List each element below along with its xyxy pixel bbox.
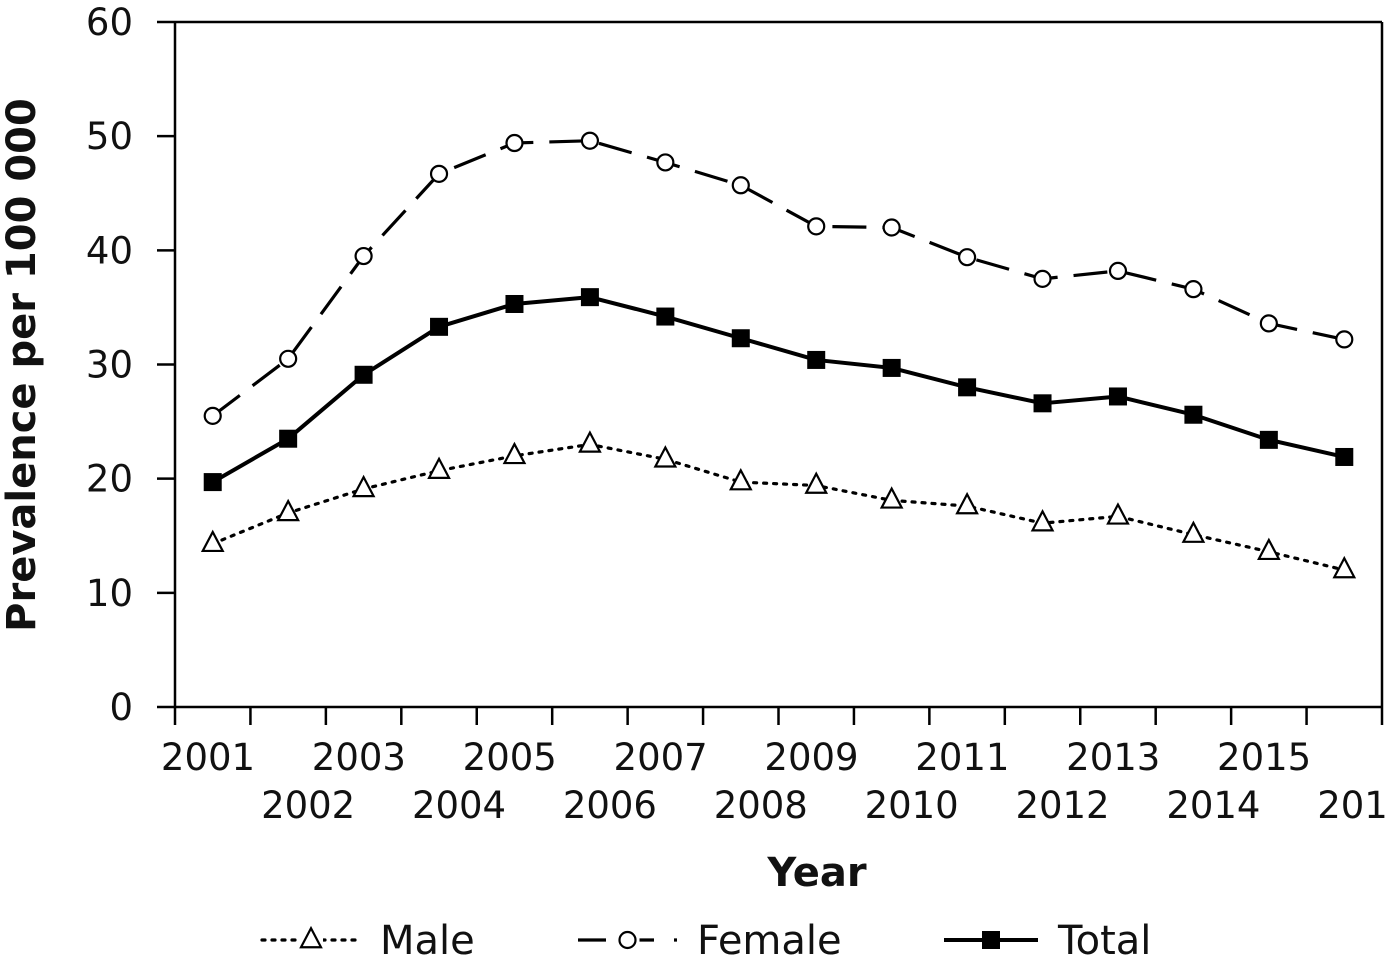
y-tick-label: 10 bbox=[86, 572, 133, 615]
male-point-triangle-marker bbox=[276, 498, 300, 522]
male-point-triangle-marker bbox=[653, 445, 678, 468]
legend-item-female: Female bbox=[578, 918, 842, 958]
total-point-square-marker bbox=[1184, 405, 1203, 424]
total-point-square-marker bbox=[203, 473, 222, 492]
total-point-square-marker bbox=[1033, 394, 1052, 413]
female-point-circle-marker bbox=[1259, 314, 1278, 333]
x-tick-label: 2011 bbox=[915, 736, 1009, 779]
total-point-square-marker bbox=[354, 365, 373, 384]
female-point-circle-marker bbox=[807, 217, 826, 236]
x-tick-label: 2009 bbox=[764, 736, 858, 779]
female-series bbox=[203, 131, 1354, 425]
y-tick-label: 30 bbox=[86, 344, 133, 387]
total-point-square-marker bbox=[279, 429, 298, 448]
total-point-square-marker bbox=[430, 317, 449, 336]
legend: Male Female Total bbox=[260, 918, 1151, 958]
male-point-triangle-marker bbox=[200, 529, 225, 553]
female-point-circle-marker bbox=[580, 131, 600, 150]
total-point-square-marker bbox=[958, 378, 977, 397]
female-point-circle-marker bbox=[203, 406, 222, 425]
x-tick-label: 2008 bbox=[714, 784, 808, 827]
y-tick-label: 40 bbox=[86, 229, 133, 272]
female-point-circle-marker bbox=[279, 349, 298, 368]
legend-item-male: Male bbox=[260, 918, 475, 958]
male-point-triangle-marker bbox=[427, 456, 451, 479]
y-tick-label: 0 bbox=[109, 686, 133, 729]
female-point-circle-marker bbox=[505, 133, 524, 153]
y-tick-label: 20 bbox=[86, 458, 133, 501]
legend-label-male: Male bbox=[380, 918, 475, 958]
x-tick-label: 2014 bbox=[1166, 784, 1260, 827]
female-point-circle-marker bbox=[1108, 261, 1128, 280]
female-point-circle-marker bbox=[429, 164, 449, 183]
male-point-triangle-marker bbox=[879, 486, 904, 509]
total-series bbox=[203, 288, 1354, 492]
y-axis-title: Prevalence per 100 000 bbox=[0, 98, 45, 632]
male-point-triangle-marker bbox=[351, 474, 376, 498]
x-tick-label: 2005 bbox=[463, 736, 557, 779]
x-tick-label: 2013 bbox=[1066, 736, 1160, 779]
x-tick-label: 2004 bbox=[412, 784, 506, 827]
female-point-circle-marker bbox=[1033, 269, 1052, 288]
total-point-square-marker bbox=[1335, 447, 1354, 466]
total-point-square-marker bbox=[656, 307, 675, 326]
series-layer bbox=[200, 131, 1357, 579]
x-tick-label: 2007 bbox=[614, 736, 708, 779]
total-point-square-marker bbox=[807, 350, 826, 369]
x-tick-label: 2002 bbox=[261, 784, 355, 827]
x-tick-label: 2012 bbox=[1015, 784, 1109, 827]
total-point-square-marker bbox=[580, 288, 599, 307]
female-point-circle-marker bbox=[731, 176, 750, 195]
female-point-circle-marker bbox=[1335, 330, 1354, 349]
x-tick-label: 2015 bbox=[1217, 736, 1311, 779]
legend-label-total: Total bbox=[1057, 918, 1151, 958]
male-point-triangle-marker bbox=[1106, 502, 1130, 525]
male-point-triangle-marker bbox=[502, 441, 527, 465]
female-point-circle-marker bbox=[882, 218, 901, 237]
legend-item-total: Total bbox=[944, 918, 1151, 958]
legend-label-female: Female bbox=[697, 918, 842, 958]
male-point-triangle-marker bbox=[1257, 537, 1281, 561]
female-point-circle-marker bbox=[957, 248, 977, 267]
female-point-circle-marker bbox=[354, 246, 373, 266]
total-line bbox=[211, 295, 1345, 484]
female-line bbox=[211, 139, 1345, 418]
total-point-square-marker bbox=[505, 294, 524, 313]
male-series bbox=[200, 430, 1357, 579]
male-point-triangle-marker bbox=[1181, 520, 1206, 543]
x-tick-label: 2003 bbox=[312, 736, 406, 779]
x-tick-label: 2010 bbox=[865, 784, 959, 827]
female-point-circle-marker bbox=[656, 153, 675, 172]
male-point-triangle-marker bbox=[1030, 509, 1055, 532]
x-tick-label: 2001 bbox=[161, 736, 255, 779]
male-point-triangle-marker bbox=[804, 471, 829, 494]
legend-male-triangle-marker bbox=[299, 925, 323, 949]
male-line bbox=[211, 442, 1346, 572]
x-tick-label: 2006 bbox=[563, 784, 657, 827]
female-point-circle-marker bbox=[1184, 280, 1203, 299]
total-point-square-marker bbox=[1108, 387, 1127, 406]
total-point-square-marker bbox=[1259, 430, 1278, 449]
male-point-triangle-marker bbox=[578, 430, 602, 453]
legend-female-circle-marker bbox=[618, 930, 637, 950]
y-tick-label: 60 bbox=[86, 1, 133, 44]
x-axis-title: Year bbox=[766, 850, 866, 896]
legend-total-square-marker bbox=[982, 931, 1000, 949]
total-point-square-marker bbox=[882, 358, 901, 377]
male-point-triangle-marker bbox=[728, 467, 753, 491]
male-point-triangle-marker bbox=[1332, 555, 1357, 579]
total-point-square-marker bbox=[731, 329, 750, 348]
male-point-triangle-marker bbox=[955, 491, 979, 515]
y-tick-label: 50 bbox=[86, 115, 133, 158]
x-tick-label: 2016 bbox=[1317, 784, 1390, 827]
